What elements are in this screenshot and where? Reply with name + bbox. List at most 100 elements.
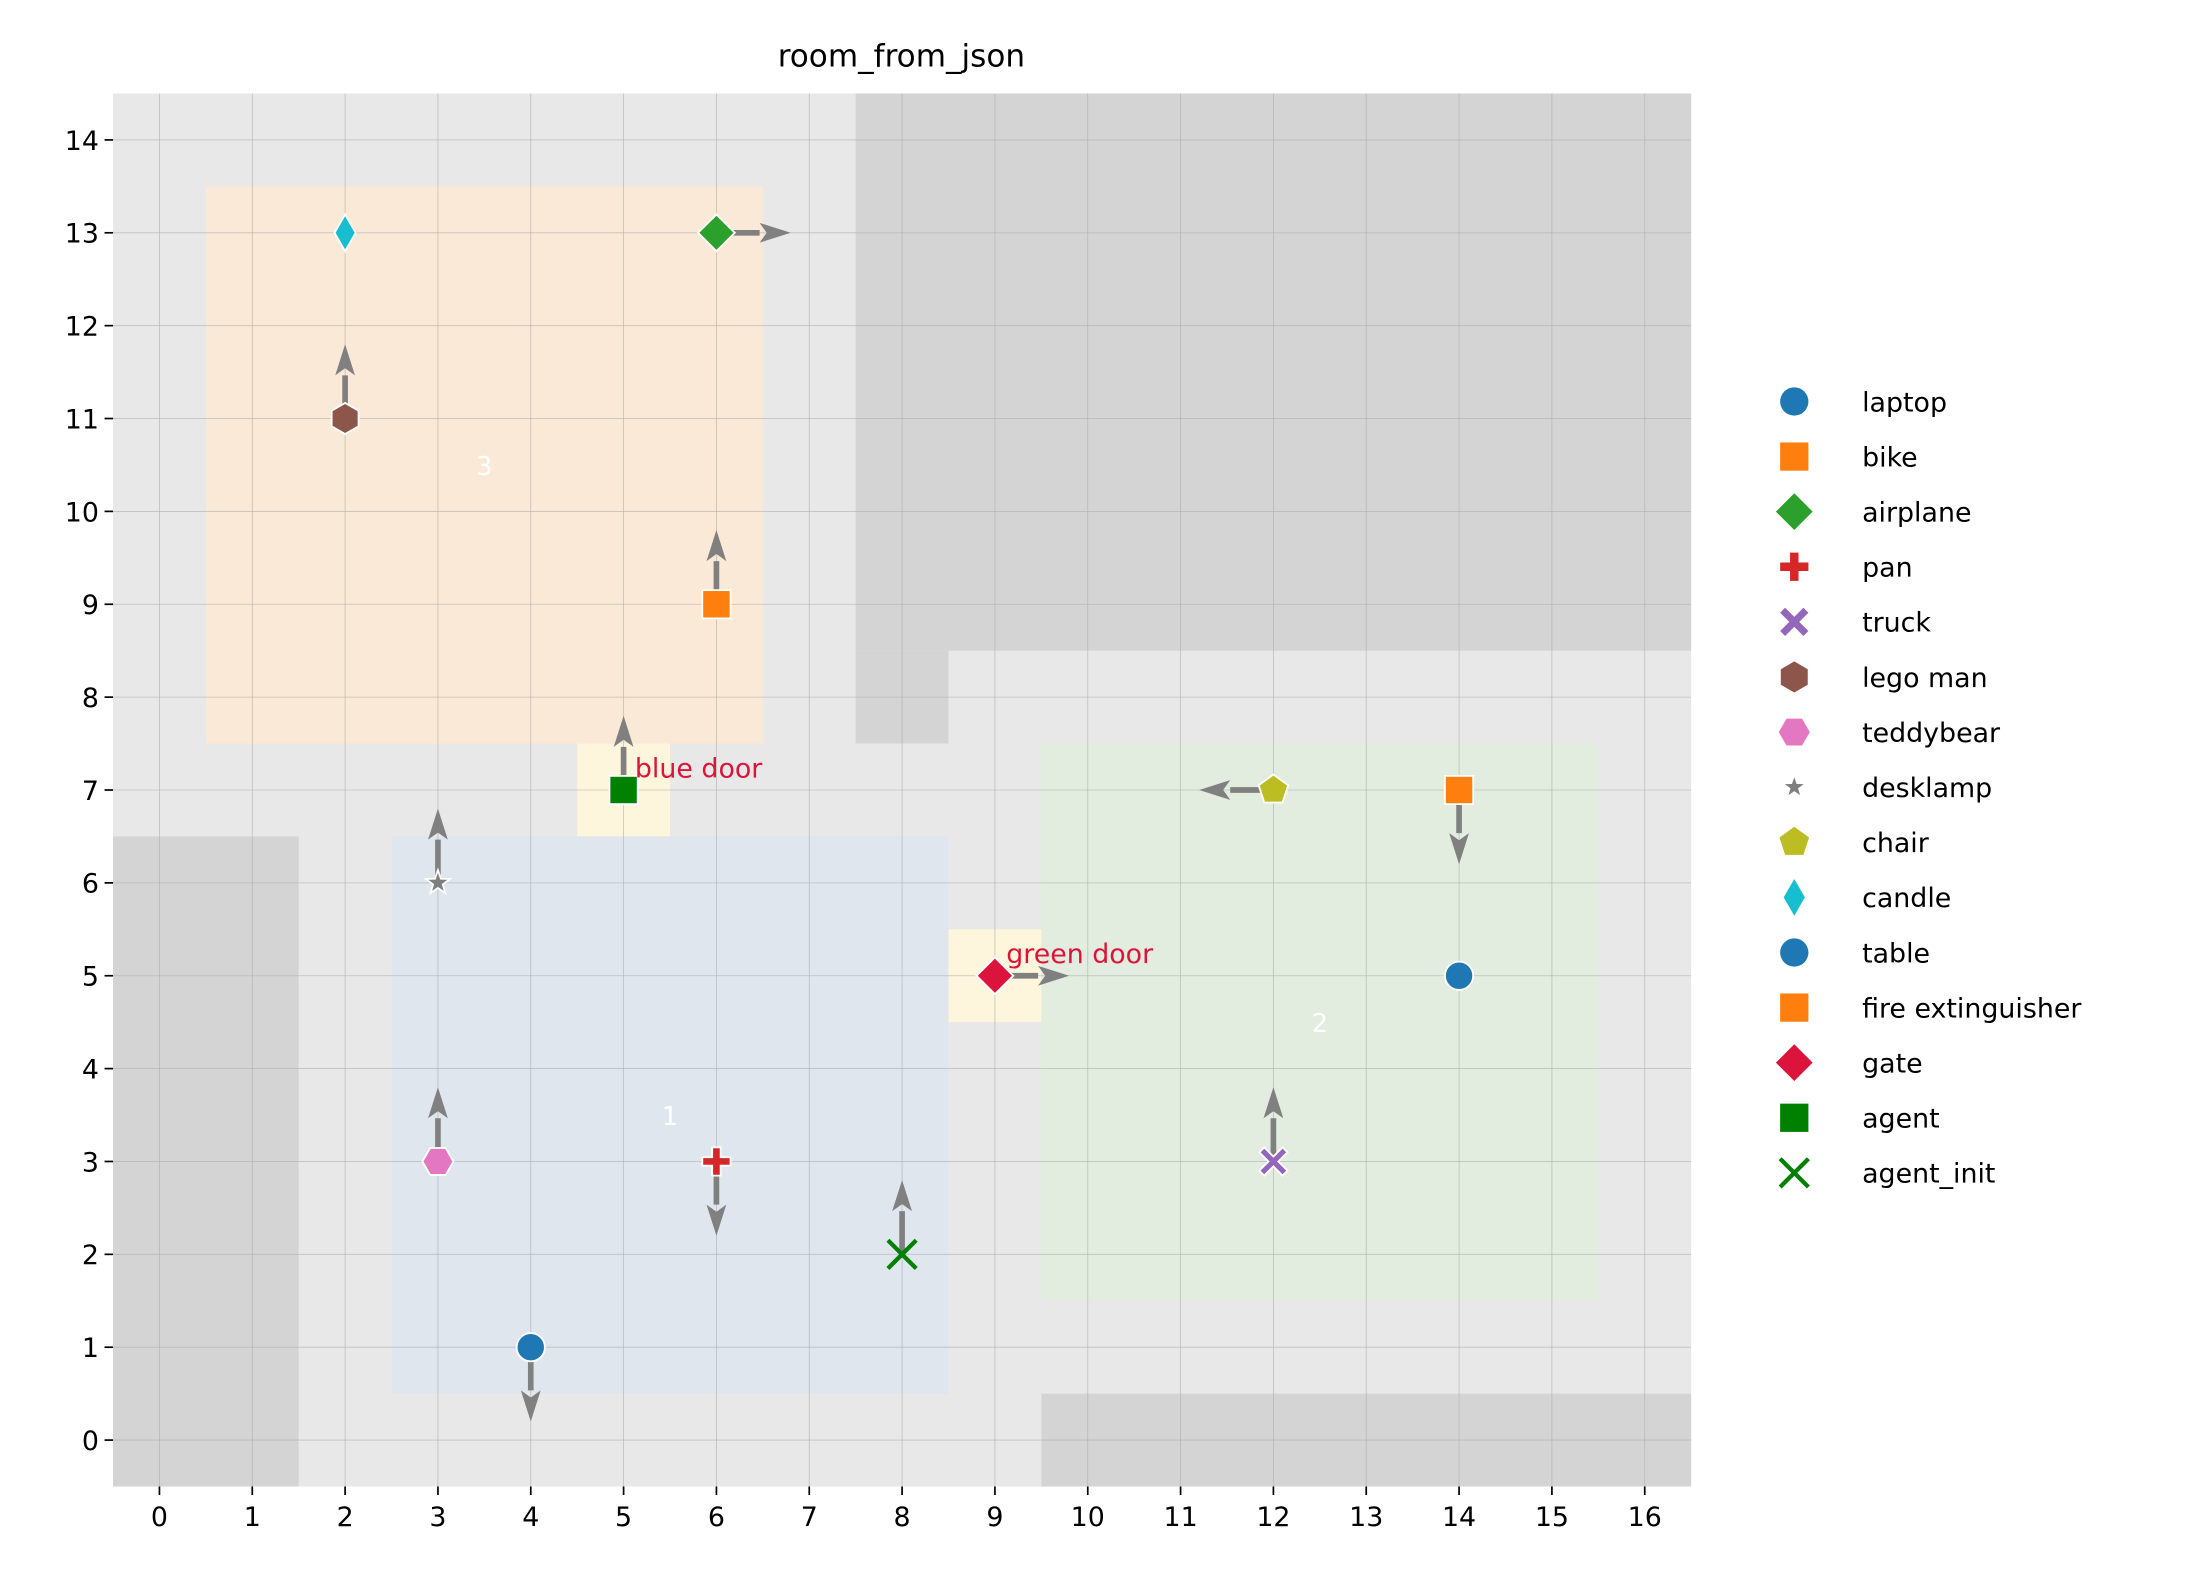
diamond-marker: [696, 213, 737, 253]
x-tick-label: 11: [1164, 1502, 1198, 1533]
legend-marker-airplane: [1775, 493, 1813, 531]
arrow-head: [892, 1180, 912, 1212]
arrow-head: [1199, 780, 1231, 800]
arrow-head: [759, 222, 791, 243]
legend-label: table: [1862, 938, 1930, 969]
legend-label: laptop: [1862, 387, 1947, 418]
hexagon-marker: [421, 1147, 455, 1176]
thin-diamond-marker: [333, 212, 357, 253]
legend-marker-table: [1780, 938, 1809, 967]
arrow-head: [613, 715, 634, 747]
x-filled-marker: [1780, 607, 1809, 637]
legend-label: pan: [1862, 553, 1912, 584]
legend-marker-agent: [1780, 1103, 1809, 1132]
x-tick-label: 2: [337, 1502, 354, 1533]
hexagon-marker: [330, 401, 360, 436]
x-tick-label: 4: [522, 1502, 539, 1533]
legend-marker-laptop: [1780, 387, 1809, 416]
square-marker: [1780, 442, 1809, 471]
data-point-lego-man: [330, 401, 360, 436]
x-tick-label: 15: [1535, 1502, 1569, 1533]
x-tick-label: 6: [708, 1502, 725, 1533]
circle-marker: [515, 1332, 546, 1363]
x-tick-label: 3: [429, 1502, 446, 1533]
x-tick-label: 7: [801, 1502, 818, 1533]
data-point-fire-extinguisher: [1444, 774, 1475, 806]
data-point-pan: [701, 1146, 732, 1177]
y-tick-label: 14: [65, 126, 99, 157]
legend-marker-truck: [1780, 607, 1809, 637]
y-tick-label: 2: [82, 1240, 99, 1271]
arrow-head: [428, 1087, 448, 1119]
legend-marker-gate: [1775, 1044, 1813, 1082]
data-point-gate: [975, 956, 1015, 996]
data-point-truck: [1257, 1146, 1289, 1177]
legend: laptop bike airplane pan truck lego man teddyb…: [1775, 387, 2082, 1190]
x-tick-label: 16: [1628, 1502, 1662, 1533]
arrow-head: [428, 808, 448, 840]
y-tick-label: 5: [82, 962, 99, 993]
plus-marker: [701, 1146, 732, 1177]
legend-label: bike: [1862, 442, 1918, 473]
circle-marker: [1780, 938, 1809, 967]
x-tick-label: 1: [244, 1502, 261, 1533]
legend-label: gate: [1862, 1049, 1923, 1080]
data-point-candle: [333, 212, 357, 253]
direction-arrow: [1263, 1087, 1284, 1162]
legend-marker-pan: [1780, 552, 1809, 581]
data-point-table: [1444, 960, 1475, 991]
x-tick-label: 12: [1256, 1502, 1290, 1533]
legend-marker-lego-man: [1780, 661, 1808, 693]
y-tick-label: 8: [82, 683, 99, 714]
data-point-agent: [608, 774, 639, 806]
y-tick-label: 7: [82, 776, 99, 807]
plot-area: 3 1 2 blue door green door: [113, 93, 1692, 1487]
y-tick-label: 11: [65, 404, 99, 435]
x-tick-label: 0: [151, 1502, 168, 1533]
data-point-laptop: [515, 1332, 546, 1363]
legend-label: teddybear: [1862, 718, 2001, 749]
data-point-bike: [701, 589, 732, 620]
y-tick-label: 3: [82, 1147, 99, 1178]
arrow-head: [520, 1390, 541, 1422]
legend-label: chair: [1862, 828, 1930, 859]
chart-title: room_from_json: [778, 39, 1025, 75]
circle-marker: [1444, 960, 1475, 991]
data-point-chair: [1257, 773, 1290, 804]
data-point-agent_init: [886, 1238, 918, 1270]
y-tick-label: 0: [82, 1426, 99, 1457]
legend-label: agent_init: [1862, 1159, 1995, 1190]
thin-diamond-marker: [1783, 879, 1805, 916]
diamond-marker: [1775, 493, 1813, 531]
square-marker: [1780, 1103, 1809, 1132]
room-label: 3: [476, 451, 492, 481]
y-tick-label: 12: [65, 312, 99, 343]
arrow-head: [1263, 1087, 1284, 1119]
y-tick-label: 13: [65, 219, 99, 250]
x-tick-label: 8: [894, 1502, 911, 1533]
legend-marker-bike: [1780, 442, 1809, 471]
legend-label: agent: [1862, 1104, 1940, 1135]
legend-marker-agent_init: [1778, 1157, 1810, 1189]
legend-marker-desklamp: [1784, 777, 1804, 796]
x-tick-label: 9: [986, 1502, 1003, 1533]
arrow-head: [335, 344, 355, 376]
circle-marker: [1780, 387, 1809, 416]
room-label: 2: [1312, 1008, 1328, 1038]
pentagon-marker: [1257, 773, 1290, 804]
legend-marker-candle: [1783, 879, 1805, 916]
pentagon-marker: [1779, 826, 1810, 855]
y-tick-label: 1: [82, 1333, 99, 1364]
legend-label: airplane: [1862, 498, 1971, 529]
room-2: [1041, 743, 1599, 1301]
square-marker: [1444, 774, 1475, 806]
x-tick-label: 10: [1071, 1502, 1105, 1533]
y-tick-label: 6: [82, 869, 99, 900]
star-marker: [423, 867, 453, 896]
diamond-marker: [975, 956, 1015, 996]
x-tick-label: 14: [1442, 1502, 1476, 1533]
arrow-head: [1038, 965, 1070, 986]
diamond-marker: [1775, 1044, 1813, 1082]
legend-label: truck: [1862, 608, 1931, 639]
